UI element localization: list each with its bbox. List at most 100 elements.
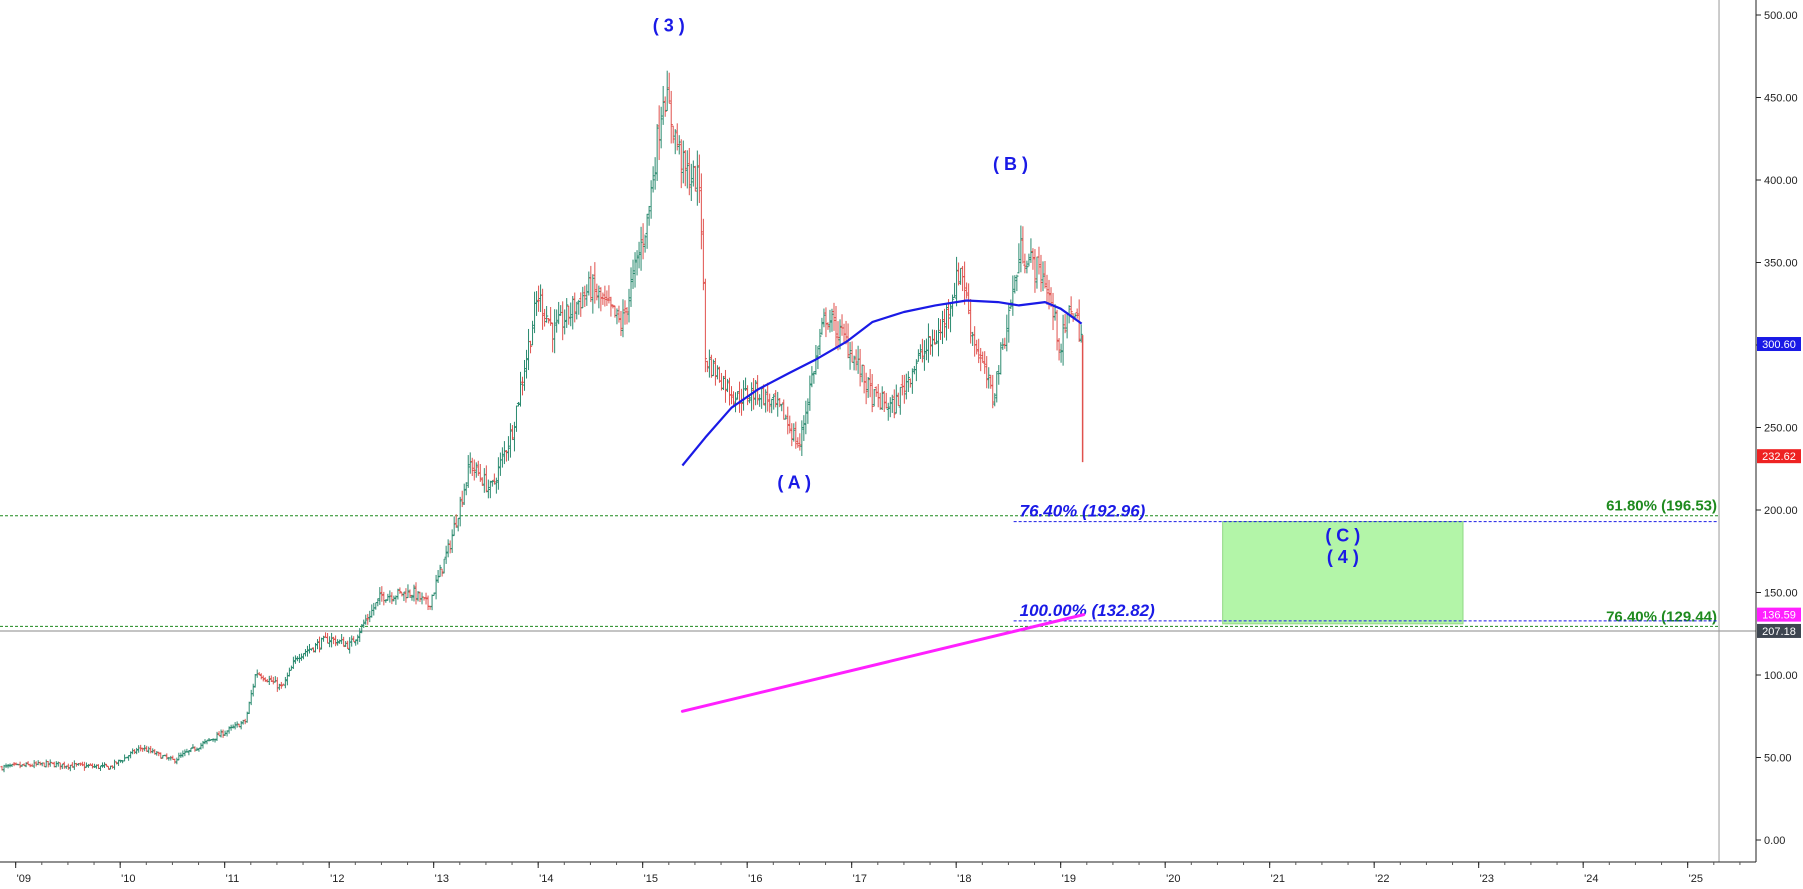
time-axis-tick-label: '21 bbox=[1271, 873, 1285, 885]
price-bar bbox=[1069, 296, 1073, 318]
price-bar bbox=[490, 480, 494, 487]
price-bar bbox=[267, 675, 271, 685]
price-bar bbox=[547, 318, 551, 324]
wave-label: ( B ) bbox=[993, 154, 1028, 174]
price-bar bbox=[1039, 254, 1043, 292]
price-bar bbox=[693, 165, 697, 192]
price-bar bbox=[697, 154, 701, 204]
wave-label: ( 3 ) bbox=[653, 16, 685, 36]
price-bar bbox=[930, 329, 935, 357]
price-bar bbox=[159, 752, 163, 759]
price-bar bbox=[334, 635, 338, 647]
price-bar bbox=[545, 305, 549, 323]
price-bar bbox=[476, 460, 480, 476]
price-bar bbox=[918, 344, 923, 359]
price-bar bbox=[135, 747, 139, 755]
price-bar bbox=[434, 574, 438, 600]
price-bar bbox=[157, 751, 161, 757]
price-bar bbox=[442, 558, 446, 574]
price-bar bbox=[189, 747, 193, 753]
price-bar bbox=[213, 738, 217, 743]
price-axis-tick-label: 200.00 bbox=[1764, 505, 1798, 517]
price-bar bbox=[474, 462, 478, 478]
price-bar bbox=[940, 310, 945, 345]
price-bar bbox=[549, 306, 553, 326]
price-axis-tick-label: 50.00 bbox=[1764, 753, 1792, 765]
price-bar bbox=[589, 265, 593, 303]
price-bar bbox=[183, 749, 187, 757]
price-bar bbox=[470, 457, 474, 477]
price-axis-tick-label: 350.00 bbox=[1764, 258, 1798, 270]
price-bar bbox=[1027, 253, 1031, 267]
price-bar bbox=[934, 330, 939, 345]
price-bar bbox=[60, 763, 64, 770]
price-bar bbox=[944, 304, 949, 341]
price-bar bbox=[581, 286, 585, 309]
price-bar bbox=[948, 302, 953, 333]
price-bar bbox=[866, 377, 870, 398]
price-bar bbox=[66, 763, 70, 770]
price-bar bbox=[378, 587, 382, 605]
price-bar bbox=[464, 482, 468, 496]
price-bar bbox=[500, 447, 505, 468]
price-bar bbox=[440, 568, 444, 577]
price-bar bbox=[211, 738, 215, 742]
current-price-badge: 232.62 bbox=[1757, 449, 1801, 464]
price-bar bbox=[910, 368, 914, 394]
price-bar bbox=[659, 106, 663, 149]
price-bar bbox=[502, 441, 507, 465]
price-bar bbox=[685, 150, 689, 189]
price-bar bbox=[832, 302, 836, 331]
price-bar bbox=[999, 342, 1003, 375]
price-bar bbox=[392, 595, 396, 602]
price-bar bbox=[629, 267, 633, 307]
price-bar bbox=[731, 391, 736, 406]
indicator-lines-layer bbox=[680, 299, 1086, 713]
price-bar bbox=[557, 301, 561, 325]
price-bar bbox=[50, 762, 54, 764]
price-bar bbox=[336, 639, 340, 646]
price-bar bbox=[155, 751, 159, 756]
price-bar bbox=[627, 288, 631, 323]
price-bar bbox=[635, 250, 639, 276]
price-bar bbox=[987, 367, 991, 389]
price-bar bbox=[932, 329, 937, 345]
price-axis-tick-label: 500.00 bbox=[1764, 10, 1798, 22]
price-bar bbox=[625, 307, 629, 325]
annotation-labels-layer: ( 3 ) ( B ) ( A ) ( C )( 4 ) bbox=[653, 16, 1361, 567]
price-bar bbox=[920, 338, 925, 363]
price-bar bbox=[985, 356, 989, 389]
price-bar bbox=[508, 423, 513, 458]
price-bar bbox=[293, 655, 298, 664]
price-bar bbox=[1059, 343, 1063, 363]
time-axis-tick-label: '16 bbox=[748, 873, 762, 885]
price-bar bbox=[528, 340, 533, 354]
price-bar bbox=[601, 292, 605, 305]
price-bar bbox=[705, 360, 709, 373]
price-bar bbox=[191, 744, 195, 749]
price-bar bbox=[950, 294, 955, 317]
price-bar bbox=[800, 420, 804, 456]
price-bar bbox=[926, 323, 931, 363]
price-bar bbox=[480, 477, 484, 486]
price-bar bbox=[786, 406, 790, 435]
price-bar bbox=[100, 762, 105, 768]
time-axis-tick-label: '17 bbox=[853, 873, 867, 885]
price-bar bbox=[396, 588, 400, 600]
price-bar bbox=[603, 285, 607, 307]
price-bar bbox=[818, 328, 822, 356]
price-bar bbox=[896, 392, 900, 407]
price-bar bbox=[1015, 274, 1019, 292]
price-bar bbox=[452, 516, 456, 537]
price-bar bbox=[699, 173, 703, 250]
price-bar bbox=[727, 377, 732, 406]
price-bar bbox=[902, 374, 906, 404]
price-bar bbox=[802, 415, 806, 441]
price-bar bbox=[24, 762, 28, 768]
price-bar bbox=[195, 747, 199, 751]
price-bar bbox=[886, 402, 890, 421]
price-bar bbox=[346, 640, 350, 650]
price-bar bbox=[969, 299, 973, 344]
price-bar bbox=[890, 394, 894, 413]
